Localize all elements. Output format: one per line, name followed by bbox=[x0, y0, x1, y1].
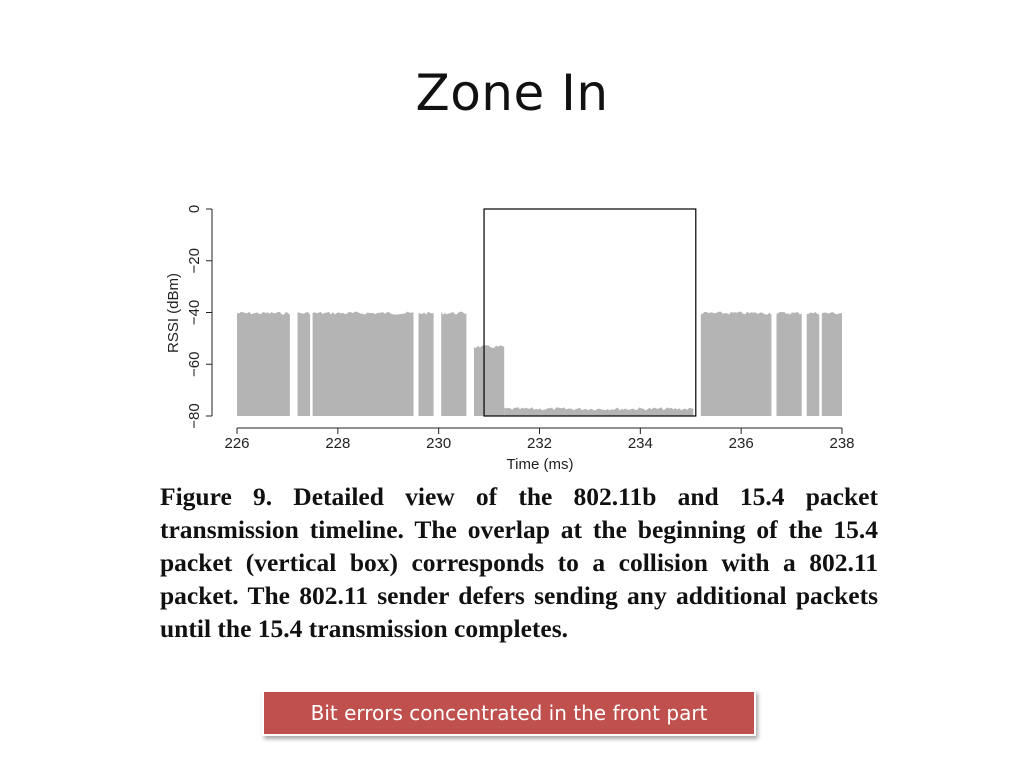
signal-segment-1 bbox=[297, 312, 311, 416]
signal-segment-6 bbox=[504, 407, 694, 416]
x-tick-label: 238 bbox=[829, 435, 854, 452]
callout-text: Bit errors concentrated in the front par… bbox=[310, 701, 708, 725]
signal-segment-0 bbox=[237, 311, 290, 416]
x-axis-label: Time (ms) bbox=[507, 456, 574, 473]
x-tick-label: 230 bbox=[426, 435, 451, 452]
x-axis: 226 228 230 232 234 236 238 bbox=[224, 427, 855, 452]
signal-segment-2 bbox=[312, 311, 414, 416]
x-tick-label: 232 bbox=[527, 435, 552, 452]
y-tick-label: −80 bbox=[186, 403, 203, 428]
y-tick-label: −60 bbox=[186, 352, 203, 377]
figure-caption: Figure 9. Detailed view of the 802.11b a… bbox=[160, 482, 878, 643]
signal-segment-5 bbox=[474, 345, 505, 416]
y-axis-label: RSSI (dBm) bbox=[165, 273, 182, 353]
y-tick-label: −20 bbox=[186, 248, 203, 273]
signal-segment-7 bbox=[700, 311, 772, 416]
signal-segment-8 bbox=[776, 311, 802, 416]
y-tick-label: 0 bbox=[186, 205, 203, 213]
signal-segment-10 bbox=[821, 311, 842, 416]
x-tick-label: 228 bbox=[325, 435, 350, 452]
rssi-chart: 0 −20 −40 −60 −80 226 228 230 232 234 236 238 Time… bbox=[165, 205, 855, 473]
signal-segment-3 bbox=[418, 311, 434, 416]
y-tick-label: −40 bbox=[186, 300, 203, 325]
x-tick-label: 236 bbox=[729, 435, 754, 452]
slide-title: Zone In bbox=[415, 64, 609, 122]
callout-box: Bit errors concentrated in the front par… bbox=[262, 690, 756, 736]
y-axis: 0 −20 −40 −60 −80 bbox=[186, 205, 213, 429]
plot-area bbox=[237, 208, 842, 417]
signal-segment-4 bbox=[441, 311, 467, 416]
x-tick-label: 234 bbox=[628, 435, 653, 452]
packet-annotation-box bbox=[483, 208, 697, 417]
signal-segment-9 bbox=[806, 312, 820, 416]
x-tick-label: 226 bbox=[224, 435, 249, 452]
